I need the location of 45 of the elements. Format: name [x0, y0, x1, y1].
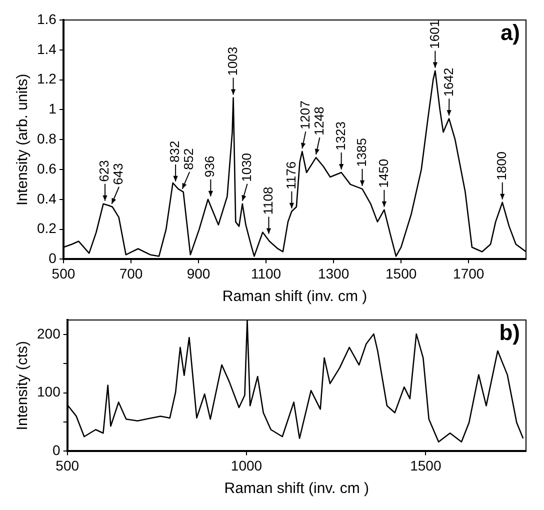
x-tick-label: 1100 — [250, 265, 282, 282]
y-tick-label: 0.2 — [36, 220, 57, 236]
x-tick-label: 500 — [56, 457, 80, 474]
x-tick-label: 1300 — [318, 265, 350, 282]
annotation: 1385 — [354, 138, 369, 167]
y-tick-label: 200 — [37, 325, 61, 342]
annotation: 623 — [96, 160, 112, 182]
y-tick-label: 0.4 — [36, 190, 57, 206]
annotation: 1207 — [297, 100, 312, 130]
x-tick-label: 1000 — [230, 457, 262, 474]
x-axis-title: Raman shift (inv. cm ) — [224, 480, 370, 498]
y-tick-label: 0 — [52, 442, 61, 458]
annotation: a) — [500, 20, 520, 46]
y-tick-label: 1.2 — [36, 70, 57, 87]
annotation: 1248 — [311, 106, 326, 136]
annotation: 1323 — [332, 122, 348, 150]
x-tick-label: 700 — [119, 265, 143, 282]
y-tick-label: 0.6 — [36, 160, 57, 176]
y-tick-label: 100 — [37, 384, 61, 400]
annotation: 1601 — [426, 20, 442, 49]
x-tick-label: 1500 — [410, 457, 442, 474]
y-axis-title: Intensity (arb. units) — [14, 74, 32, 206]
x-tick-label: 500 — [52, 265, 76, 282]
y-tick-label: 1 — [48, 100, 57, 117]
x-tick-label: 1700 — [453, 265, 484, 282]
annotation: 832 — [167, 140, 182, 162]
x-tick-label: 900 — [186, 265, 210, 282]
y-tick-label: 1.4 — [36, 40, 57, 57]
annotation: 852 — [181, 148, 196, 170]
annotation: b) — [499, 320, 520, 346]
x-axis-title: Raman shift (inv. cm ) — [222, 288, 368, 306]
y-tick-label: 0 — [48, 250, 57, 266]
y-axis-title: Intensity (cts) — [14, 341, 32, 430]
annotation: 1450 — [376, 158, 391, 188]
annotation: 936 — [202, 156, 218, 178]
annotation: 1176 — [283, 161, 298, 190]
y-tick-label: 1.6 — [36, 10, 57, 27]
annotation: 1642 — [440, 68, 456, 97]
annotation: 1003 — [224, 46, 240, 76]
annotation: 643 — [110, 163, 126, 185]
x-tick-label: 1500 — [386, 265, 417, 282]
annotation: 1108 — [260, 186, 276, 215]
annotation: 1030 — [238, 152, 254, 182]
y-tick-label: 0.8 — [36, 130, 57, 146]
annotation: 1800 — [494, 151, 509, 180]
